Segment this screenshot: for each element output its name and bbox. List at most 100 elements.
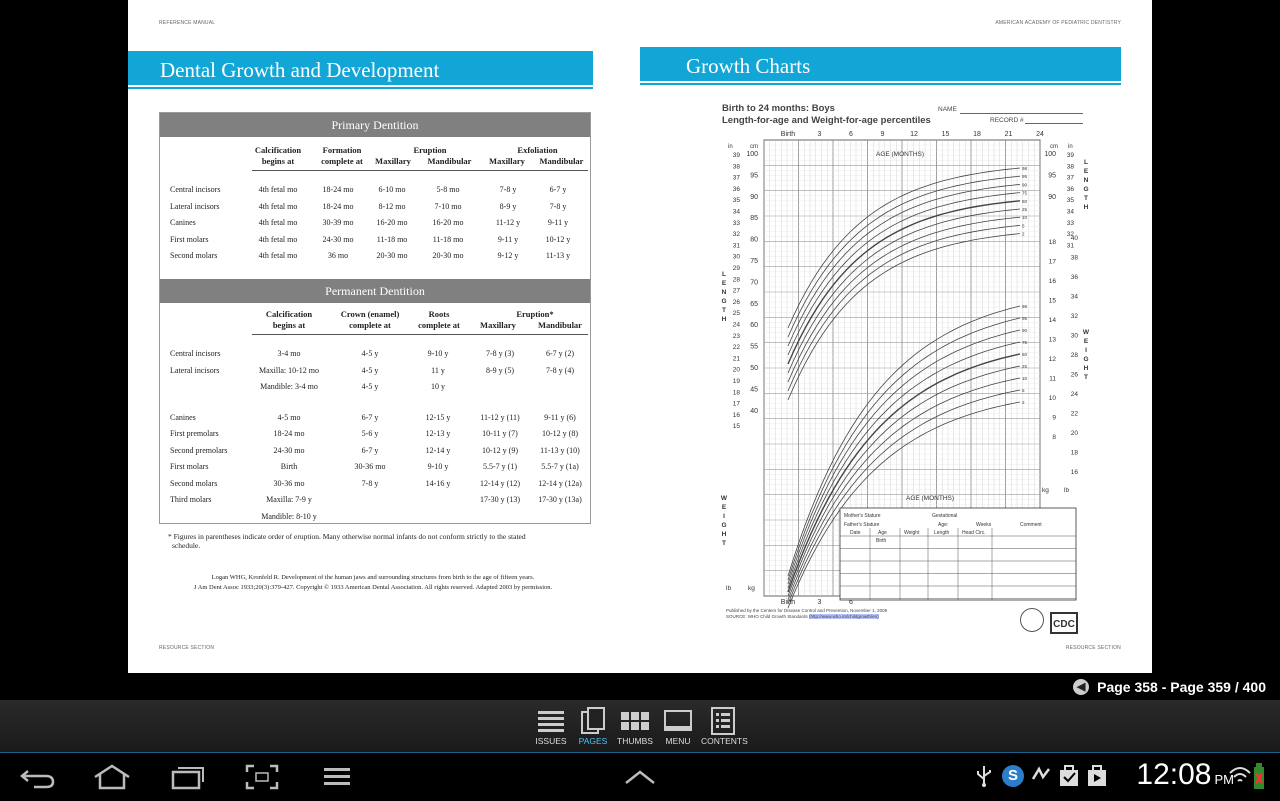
- table-cell: 4th fetal mo: [258, 234, 298, 244]
- kg-tick: 12: [1049, 356, 1057, 363]
- table-cell: 11-13 y: [545, 251, 571, 261]
- inch-tick: 31: [733, 242, 741, 249]
- percentile-label: 25: [1022, 207, 1028, 212]
- percentile-label: 2: [1022, 400, 1025, 405]
- length-axis-word: E: [1084, 168, 1089, 175]
- percentile-label: 50: [1022, 199, 1028, 204]
- menu-button-system[interactable]: [315, 761, 359, 793]
- col-subheader: Maxillary: [375, 156, 411, 166]
- weight-axis-word: I: [1085, 347, 1087, 354]
- status-clock: 12:08 PM: [1136, 758, 1234, 791]
- table-cell: 18-24 mo: [273, 429, 305, 438]
- table-cell: 16-20 mo: [432, 218, 464, 228]
- age-tick-label: Birth: [781, 599, 796, 606]
- percentile-curve: [787, 389, 1021, 605]
- col-subheader: Mandibular: [538, 320, 582, 330]
- table-cell: 14-16 y: [425, 478, 451, 488]
- home-button[interactable]: [90, 761, 134, 793]
- col-header: Eruption: [413, 145, 447, 155]
- table-cell: 4th fetal mo: [258, 251, 298, 261]
- lb-tick: 36: [1071, 274, 1079, 281]
- table-label: Father's Stature: [844, 522, 880, 528]
- inch-tick: 36: [733, 186, 741, 193]
- age-tick-label: 12: [910, 131, 918, 138]
- contents-button[interactable]: CONTENTS: [701, 706, 748, 746]
- recent-apps-icon: [171, 767, 204, 790]
- percentile-curve: [787, 377, 1021, 601]
- dentition-table: Primary Dentition Calcification begins a…: [159, 112, 591, 524]
- percentile-label: 98: [1022, 304, 1028, 309]
- screenshot-button[interactable]: [240, 761, 284, 793]
- citation: Logan WHG, Kronfeld R. Development of th…: [193, 574, 553, 591]
- weight-axis-word: H: [722, 531, 727, 538]
- percentile-label: 98: [1022, 166, 1028, 171]
- inch-tick: 37: [733, 175, 741, 182]
- percentile-label: 25: [1022, 364, 1028, 369]
- table-cell: 9-11 y (6): [544, 412, 576, 422]
- inch-tick: 16: [733, 412, 741, 419]
- inch-tick: 31: [1067, 242, 1075, 249]
- inch-tick: 18: [733, 389, 741, 396]
- inch-tick: 38: [1067, 163, 1075, 170]
- table-cell: 11 y: [431, 365, 445, 375]
- source-link[interactable]: (http://www.who.int/childgrowth/en): [809, 614, 879, 619]
- inch-tick: 22: [733, 344, 741, 351]
- length-axis-word: L: [1084, 159, 1088, 166]
- unit-label: cm: [750, 144, 758, 150]
- back-icon: [20, 770, 55, 789]
- recent-apps-button[interactable]: [166, 761, 210, 793]
- tooth-name: Lateral incisors: [170, 201, 220, 211]
- kg-tick: 9: [1052, 415, 1056, 422]
- table-cell: Birth: [280, 462, 298, 471]
- unit-label: cm: [1050, 144, 1058, 150]
- table-cell: 10-11 y (7): [482, 429, 518, 438]
- magazine-spread[interactable]: REFERENCE MANUAL Dental Growth and Devel…: [128, 0, 1152, 673]
- tooth-name: Third molars: [170, 495, 212, 504]
- table-cell: 4th fetal mo: [258, 185, 298, 194]
- kg-tick: 17: [1049, 259, 1057, 266]
- age-tick-label: 3: [818, 599, 822, 606]
- page-indicator[interactable]: ◀ Page 358 - Page 359 / 400: [1073, 679, 1266, 695]
- primary-dentition-heading: Primary Dentition: [160, 113, 590, 137]
- thumbs-button[interactable]: THUMBS: [613, 706, 657, 746]
- table-cell: 11-12 y: [495, 218, 521, 228]
- published-note: Published by the Centers for Disease Con…: [726, 608, 888, 613]
- cm-tick: 100: [746, 151, 758, 158]
- table-cell: 4th fetal mo: [258, 218, 298, 228]
- reader-toolbar: ISSUES PAGES THUMBS MENU CONTENTS: [0, 700, 1280, 752]
- footnote: * Figures in parentheses indicate order …: [168, 532, 526, 550]
- table-cell: 6-10 mo: [378, 185, 406, 194]
- table-cell: 12-14 y (12): [480, 478, 520, 488]
- section-title: Dental Growth and Development: [160, 58, 440, 82]
- back-button[interactable]: [16, 761, 60, 793]
- table-cell: 17-30 y (13): [480, 495, 520, 504]
- length-axis-word: N: [1084, 177, 1089, 184]
- table-label: Weeks: [976, 522, 992, 528]
- table-label: Date: [850, 530, 861, 536]
- inch-tick: 34: [1067, 209, 1075, 216]
- inch-tick: 17: [733, 401, 741, 408]
- percentile-curve: [787, 233, 1021, 401]
- issues-button[interactable]: ISSUES: [529, 706, 573, 746]
- cm-tick: 70: [750, 279, 758, 286]
- table-cell: Maxilla: 7-9 y: [266, 495, 312, 504]
- unit-label: in: [1068, 144, 1073, 150]
- percentile-curve: [787, 184, 1021, 347]
- menu-button[interactable]: MENU: [656, 706, 700, 746]
- table-cell: 4th fetal mo: [258, 201, 298, 211]
- weight-axis-word: E: [722, 504, 727, 511]
- table-cell: 8-9 y: [499, 201, 517, 211]
- overflow-menu-icon: [324, 768, 350, 785]
- expand-up-button[interactable]: [618, 761, 662, 793]
- inch-tick: 33: [1067, 220, 1075, 227]
- menu-icon: [656, 706, 700, 736]
- screenshot-icon: [245, 764, 279, 790]
- pages-button[interactable]: PAGES: [571, 706, 615, 746]
- table-cell: 5.5-7 y (1a): [541, 462, 579, 471]
- table-cell: 20-30 mo: [432, 251, 464, 261]
- pages-icon: [571, 706, 615, 736]
- age-tick-label: 18: [973, 131, 981, 138]
- back-arrow-icon[interactable]: ◀: [1073, 679, 1090, 695]
- cm-tick: 100: [1044, 151, 1056, 158]
- percentile-curve: [787, 341, 1021, 589]
